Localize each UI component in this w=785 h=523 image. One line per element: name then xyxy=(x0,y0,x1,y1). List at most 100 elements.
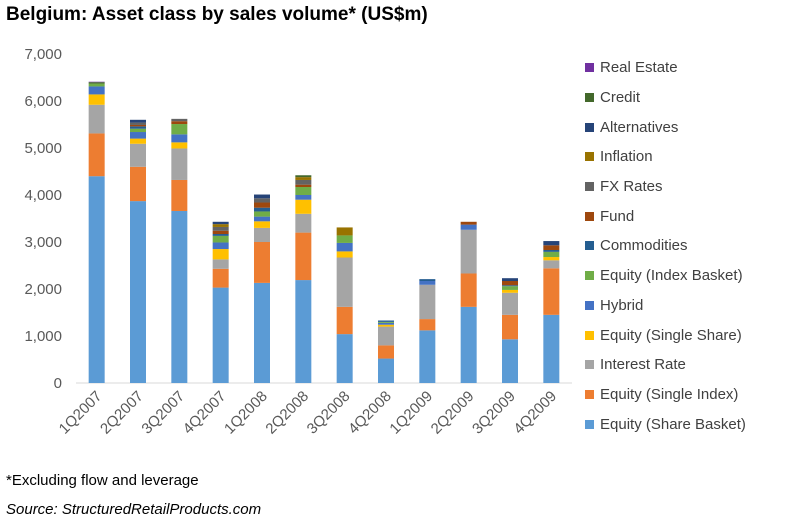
legend-label: Equity (Share Basket) xyxy=(600,415,746,433)
bar-segment xyxy=(502,286,518,290)
bar-segment xyxy=(378,345,394,359)
bar-segment xyxy=(88,176,105,383)
bar-segment xyxy=(543,268,560,315)
bar-segment xyxy=(254,221,270,228)
bar-segment xyxy=(88,82,105,84)
bar-segment xyxy=(543,257,560,261)
bar-segment xyxy=(171,210,188,383)
legend-label: Equity (Single Index) xyxy=(600,385,739,403)
bar-segment xyxy=(378,358,394,383)
bar-segment xyxy=(502,339,518,383)
bar-segment xyxy=(295,280,312,383)
legend-item: Equity (Index Basket) xyxy=(585,261,746,291)
legend-item: FX Rates xyxy=(585,172,746,202)
bar-segment xyxy=(378,321,394,323)
bar-segment xyxy=(378,324,394,327)
legend-swatch xyxy=(585,93,594,103)
legend-item: Inflation xyxy=(585,142,746,172)
bar-segment xyxy=(419,279,436,282)
legend-swatch xyxy=(585,152,594,162)
bar-segment xyxy=(502,285,518,287)
bar-segment xyxy=(130,126,146,129)
footnote: *Excluding flow and leverage xyxy=(6,472,199,489)
bar-segment xyxy=(295,199,312,214)
legend-swatch xyxy=(585,389,594,399)
bar-segment xyxy=(336,251,353,258)
bar-segment xyxy=(336,306,353,335)
bar-segment xyxy=(88,94,105,105)
y-tick-label: 2,000 xyxy=(24,281,62,298)
x-tick-label: 2Q2007 xyxy=(97,388,147,438)
bar-segment xyxy=(502,281,518,286)
legend-item: Equity (Single Index) xyxy=(585,380,746,410)
bar-segment xyxy=(130,124,146,127)
legend-item: Interest Rate xyxy=(585,350,746,380)
bar-segment xyxy=(212,259,229,269)
bar-segment xyxy=(378,322,394,325)
bar-segment xyxy=(295,195,312,200)
legend-swatch xyxy=(585,360,594,370)
x-tick-label: 3Q2009 xyxy=(469,388,519,438)
bar-segment xyxy=(460,221,477,225)
bar-segment xyxy=(336,257,353,307)
x-tick-label: 3Q2007 xyxy=(138,388,188,438)
bar-segment xyxy=(171,142,188,149)
legend-item: Credit xyxy=(585,83,746,113)
bar-segment xyxy=(543,245,560,250)
legend-swatch xyxy=(585,211,594,221)
legend-swatch xyxy=(585,241,594,251)
x-tick-label: 1Q2008 xyxy=(221,388,271,438)
y-tick-label: 0 xyxy=(54,375,62,392)
bar-segment xyxy=(254,282,270,383)
legend-swatch xyxy=(585,63,594,73)
bar-segment xyxy=(171,134,188,143)
bar-segment xyxy=(543,251,560,258)
bar-segment xyxy=(130,201,146,383)
legend-label: Inflation xyxy=(600,148,653,166)
bar-segment xyxy=(419,319,436,331)
bar-segment xyxy=(502,278,518,282)
bar-segment xyxy=(378,326,394,346)
legend-label: Real Estate xyxy=(600,59,678,77)
bar-segment xyxy=(212,242,229,250)
bar-segment xyxy=(130,143,146,167)
x-tick-label: 4Q2008 xyxy=(345,388,395,438)
bar-segment xyxy=(212,224,229,227)
bar-segment xyxy=(212,226,229,231)
y-tick-label: 5,000 xyxy=(24,140,62,157)
bar-segment xyxy=(295,184,312,188)
x-tick-label: 4Q2009 xyxy=(510,388,560,438)
legend-swatch xyxy=(585,300,594,310)
bar-segment xyxy=(171,179,188,211)
bar-segment xyxy=(130,119,146,123)
bar-segment xyxy=(212,234,229,236)
bar-segment xyxy=(212,287,229,383)
legend-item: Hybrid xyxy=(585,291,746,321)
legend-item: Fund xyxy=(585,201,746,231)
y-tick-label: 6,000 xyxy=(24,93,62,110)
bar-segment xyxy=(171,124,188,135)
legend-swatch xyxy=(585,271,594,281)
x-tick-label: 1Q2009 xyxy=(386,388,436,438)
x-tick-label: 1Q2007 xyxy=(56,388,106,438)
bar-segment xyxy=(336,242,353,252)
bar-segment xyxy=(212,268,229,288)
legend-label: Credit xyxy=(600,89,641,107)
legend-label: Alternatives xyxy=(600,118,679,136)
legend-label: Hybrid xyxy=(600,296,644,314)
bar-segment xyxy=(295,232,312,281)
bar-segment xyxy=(460,229,477,274)
bar-segment xyxy=(295,187,312,195)
legend-swatch xyxy=(585,330,594,340)
bar-segment xyxy=(295,213,312,233)
bar-segment xyxy=(254,198,270,203)
bar-segment xyxy=(336,235,353,243)
y-tick-label: 4,000 xyxy=(24,187,62,204)
legend-label: Commodities xyxy=(600,237,688,255)
bar-segment xyxy=(254,211,270,217)
bar-segment xyxy=(254,194,270,199)
bar-segment xyxy=(212,249,229,260)
legend-item: Alternatives xyxy=(585,112,746,142)
bar-segment xyxy=(378,320,394,322)
